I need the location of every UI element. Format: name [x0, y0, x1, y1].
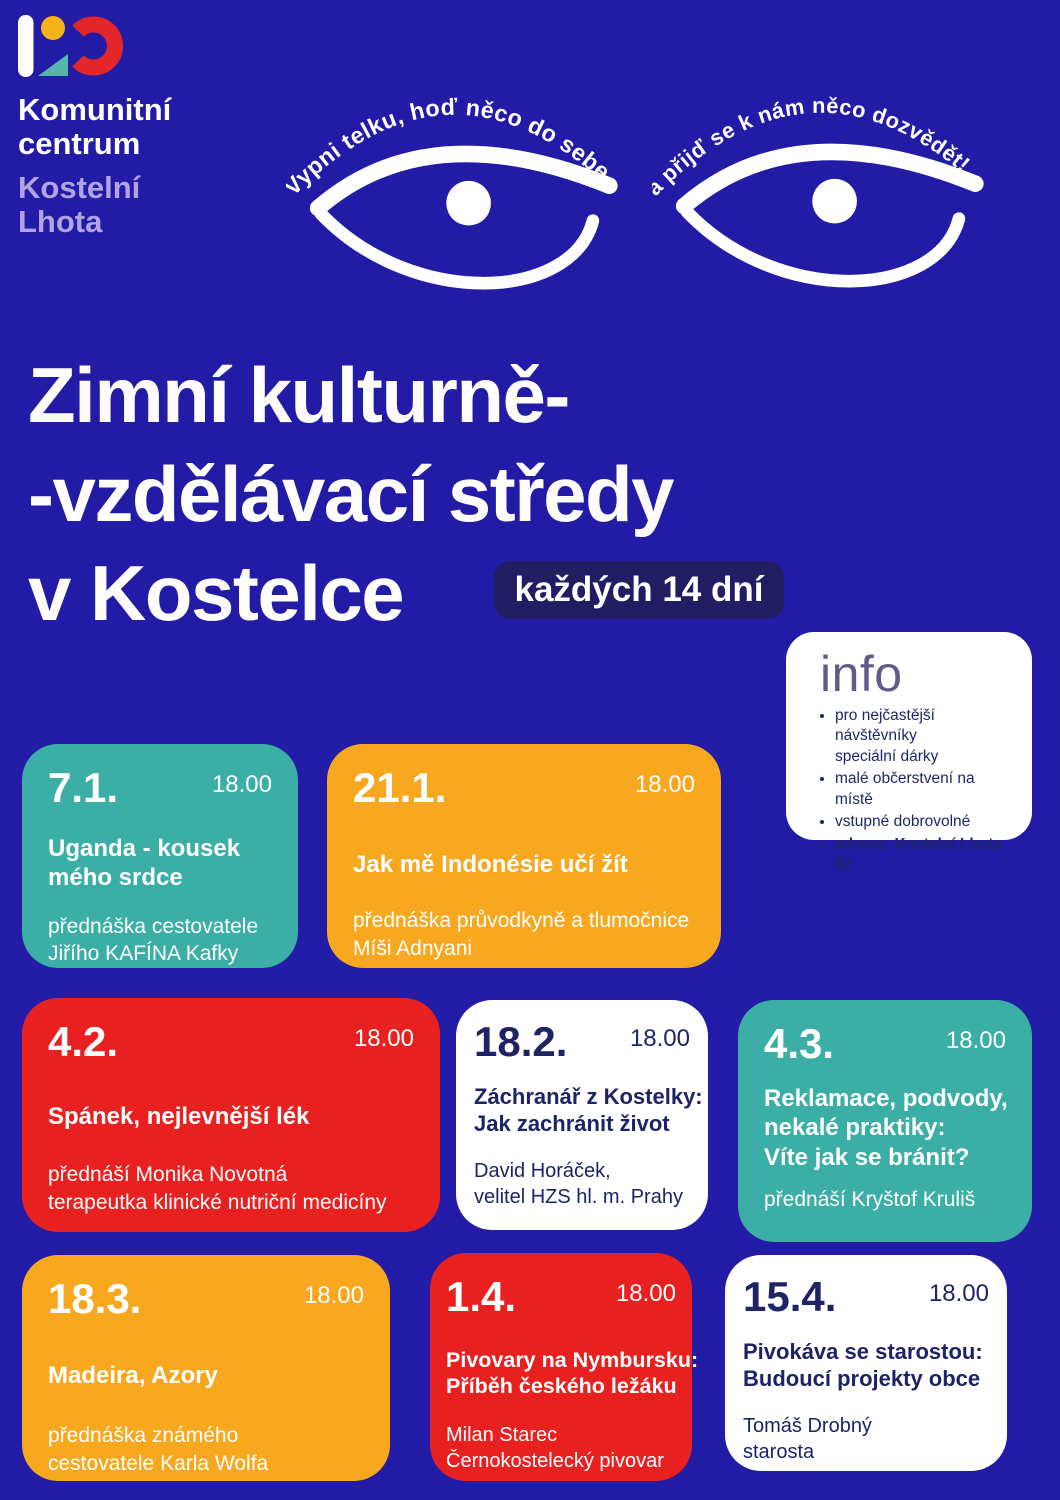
event-speaker: David Horáček, velitel HZS hl. m. Prahy — [474, 1159, 683, 1208]
event-time: 18.00 — [945, 1027, 1006, 1054]
info-card: info pro nejčastější návštěvníky speciál… — [786, 632, 1032, 873]
event-card-header: 15.4. 18.00 — [743, 1273, 989, 1320]
event-title: Záchranář z Kostelky: Jak zachránit živo… — [474, 1084, 703, 1136]
event-card: 15.4. 18.00 Pivokáva se starostou: Budou… — [725, 1255, 1007, 1471]
event-card: 18.2. 18.00 Záchranář z Kostelky: Jak za… — [456, 1000, 708, 1230]
upper-eyelid-shape — [309, 145, 618, 217]
event-date: 18.3. — [48, 1275, 142, 1322]
event-title: Pivovary na Nymbursku: Příběh českého le… — [446, 1348, 699, 1399]
logo-c-shape — [64, 16, 123, 76]
event-title: Pivokáva se starostou: Budoucí projekty … — [743, 1339, 983, 1391]
event-card-header: 1.4. 18.00 — [446, 1273, 676, 1320]
frequency-badge: každých 14 dní — [494, 561, 784, 619]
event-time: 18.00 — [928, 1280, 989, 1307]
event-card-header: 4.3. 18.00 — [764, 1020, 1006, 1067]
event-card: 18.3. 18.00 Madeira, Azory přednáška zná… — [22, 1255, 390, 1481]
event-title: Uganda - kousek mého srdce — [48, 835, 241, 892]
lower-eyelid-shape — [314, 207, 600, 290]
event-time: 18.00 — [634, 771, 695, 798]
event-time: 18.00 — [615, 1280, 676, 1307]
info-heading: info — [820, 646, 903, 702]
title-line-3: v Kostelce — [28, 549, 405, 637]
event-time: 18.00 — [303, 1282, 364, 1309]
event-title: Jak mě Indonésie učí žít — [353, 851, 628, 879]
event-card: 21.1. 18.00 Jak mě Indonésie učí žít pře… — [327, 744, 721, 968]
event-speaker: přednáší Kryštof Kruliš — [764, 1187, 976, 1211]
event-time: 18.00 — [353, 1025, 414, 1052]
event-date: 7.1. — [48, 764, 119, 811]
event-date: 4.3. — [764, 1020, 835, 1067]
logo-triangle-shape — [38, 54, 68, 76]
logo-place-name: Kostelní Lhota — [18, 170, 141, 239]
info-address: adresa: Kostelní Lhota 82 — [835, 835, 1016, 876]
info-item: malé občerstvení na místě — [835, 769, 1016, 810]
event-date: 4.2. — [48, 1018, 119, 1065]
event-date: 18.2. — [474, 1018, 568, 1065]
event-title: Spánek, nejlevnější lék — [48, 1103, 310, 1131]
event-speaker: přednáška průvodkyně a tlumočnice Míši A… — [353, 909, 690, 960]
info-list: pro nejčastější návštěvníky speciální dá… — [820, 706, 1016, 876]
left-eye-graphic: Vypni telku, hoď něco do sebe — [286, 94, 618, 290]
event-title: Reklamace, podvody, nekalé praktiky: Vít… — [764, 1085, 1008, 1171]
pupil-shape — [812, 178, 857, 224]
event-card: 1.4. 18.00 Pivovary na Nymbursku: Příběh… — [430, 1253, 699, 1481]
pupil-shape — [446, 180, 491, 226]
event-speaker: přednáška cestovatele Jiřího KAFÍNA Kafk… — [48, 914, 259, 965]
event-card-header: 7.1. 18.00 — [48, 764, 272, 811]
logo-dot-shape — [41, 16, 65, 40]
right-eye-graphic: a přijď se k nám něco dozvědět! — [652, 93, 984, 288]
lower-eyelid-shape — [680, 205, 966, 288]
info-item: vstupné dobrovolné — [835, 812, 1016, 832]
event-time: 18.00 — [629, 1025, 690, 1052]
event-date: 21.1. — [353, 764, 447, 811]
event-card: 4.3. 18.00 Reklamace, podvody, nekalé pr… — [738, 1000, 1032, 1242]
event-date: 15.4. — [743, 1273, 837, 1320]
event-title: Madeira, Azory — [48, 1362, 218, 1390]
page-title: Zimní kulturně- -vzdělávací středy v Koste… — [28, 346, 675, 643]
upper-eyelid-shape — [675, 143, 984, 215]
event-card-header: 21.1. 18.00 — [353, 764, 695, 811]
kc-logo-icon — [18, 15, 123, 77]
event-card-header: 18.2. 18.00 — [474, 1018, 690, 1065]
event-speaker: Milan Starec Černokostelecký pivovar — [446, 1423, 664, 1472]
logo-org-name: Komunitní centrum — [18, 92, 172, 161]
info-item: pro nejčastější návštěvníky speciální dá… — [835, 706, 1016, 767]
logo: Komunitní centrum Kostelní Lhota — [18, 14, 171, 239]
event-date: 1.4. — [446, 1273, 517, 1320]
event-speaker: přednáší Monika Novotná terapeutka klini… — [48, 1163, 387, 1214]
title-line-2: -vzdělávací středy — [28, 450, 675, 538]
event-speaker: Tomáš Drobný starosta — [743, 1414, 872, 1463]
event-card: 7.1. 18.00 Uganda - kousek mého srdce př… — [22, 744, 298, 968]
title-line-1: Zimní kulturně- — [28, 351, 570, 439]
event-card: 4.2. 18.00 Spánek, nejlevnější lék předn… — [22, 998, 440, 1232]
event-card-header: 18.3. 18.00 — [48, 1275, 364, 1322]
logo-bar-shape — [18, 15, 34, 77]
event-time: 18.00 — [211, 771, 272, 798]
event-speaker: přednáška známého cestovatele Karla Wolf… — [48, 1424, 269, 1475]
event-card-header: 4.2. 18.00 — [48, 1018, 414, 1065]
